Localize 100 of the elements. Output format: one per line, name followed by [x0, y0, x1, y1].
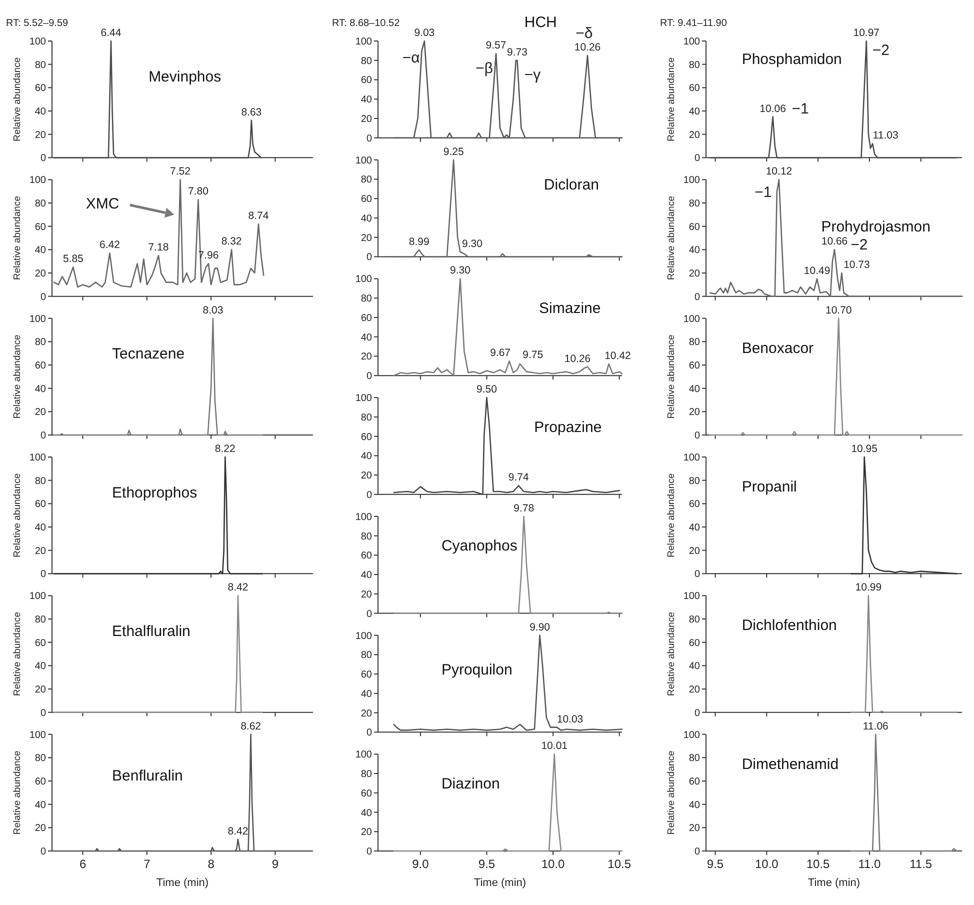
- y-tick-label: 20: [34, 268, 46, 280]
- text: Dicloran: [544, 176, 599, 194]
- y-tick-label: 80: [34, 476, 46, 487]
- x-tick-label: 11.0: [858, 857, 882, 871]
- text: Cyanophos: [441, 538, 518, 555]
- annotation: 9.30: [462, 238, 483, 250]
- text: Dichlofenthion: [742, 617, 837, 634]
- y-tick-label: 100: [683, 730, 700, 741]
- y-tick-label: 40: [688, 245, 700, 256]
- y-axis-title: Relative abundance: [12, 473, 23, 558]
- y-axis-title: Relative abundance: [12, 57, 23, 142]
- y-tick-label: 100: [355, 155, 372, 166]
- y-tick-label: 80: [360, 531, 372, 542]
- y-tick-label: 80: [34, 614, 46, 626]
- annotation: 9.30: [450, 264, 471, 277]
- y-tick-label: 100: [683, 591, 700, 602]
- y-tick-label: 60: [360, 312, 372, 324]
- annotation: 5.85: [62, 253, 84, 266]
- x-tick-label: 9: [272, 857, 279, 871]
- y-tick-label: 60: [688, 499, 700, 510]
- y-tick-label: 20: [360, 232, 372, 244]
- annotation: 9.25: [443, 146, 464, 158]
- annotation: 10.66: [821, 236, 848, 248]
- y-tick-label: 100: [29, 314, 46, 325]
- y-tick-label: 60: [688, 776, 700, 788]
- y-tick-label: 80: [688, 614, 700, 626]
- annotation: 9.03: [414, 27, 435, 39]
- annotation: 9.75: [522, 348, 544, 361]
- x-tick-label: 10.5: [608, 857, 632, 871]
- y-tick-label: 0: [694, 708, 700, 719]
- y-tick-label: 80: [360, 174, 372, 186]
- annotation: 8.74: [248, 210, 269, 222]
- text: XMC: [86, 195, 120, 212]
- y-tick-label: 100: [355, 36, 372, 48]
- y-tick-label: 40: [360, 332, 372, 344]
- y-tick-label: 20: [360, 352, 372, 363]
- annotation: 9.74: [508, 472, 529, 484]
- y-tick-label: 100: [683, 175, 700, 186]
- y-tick-label: 40: [34, 800, 46, 811]
- y-tick-label: 40: [360, 451, 372, 462]
- y-tick-label: 0: [366, 608, 372, 620]
- y-tick-label: 40: [34, 661, 46, 672]
- y-tick-label: 60: [34, 499, 46, 510]
- annotation: 10.03: [556, 713, 584, 726]
- annotation: 10.26: [564, 352, 591, 365]
- y-axis-title: Relative abundance: [12, 196, 23, 280]
- y-tick-label: 0: [40, 569, 46, 580]
- y-tick-label: 80: [360, 650, 372, 662]
- y-axis-title: Relative abundance: [12, 612, 23, 696]
- y-tick-label: 20: [34, 407, 46, 418]
- y-tick-label: 0: [694, 430, 700, 442]
- annotation: 9.50: [476, 384, 498, 396]
- y-tick-label: 60: [360, 432, 372, 443]
- text: Dimethenamid: [742, 756, 839, 773]
- y-tick-label: 20: [360, 589, 372, 600]
- y-tick-label: 20: [688, 407, 700, 418]
- x-tick-label: 8: [208, 857, 215, 871]
- y-tick-label: 0: [694, 846, 700, 858]
- y-tick-label: 60: [360, 788, 372, 800]
- annotation: 10.97: [853, 27, 880, 39]
- annotation: 9.67: [490, 347, 511, 360]
- annotation: 8.42: [228, 582, 248, 594]
- annotation: 10.49: [804, 264, 830, 277]
- y-tick-label: 40: [688, 661, 700, 672]
- annotation: 10.42: [604, 350, 632, 362]
- x-tick-label: 10.0: [754, 857, 779, 871]
- y-tick-label: 20: [688, 546, 700, 557]
- annotation: −γ: [524, 66, 542, 84]
- annotation: 10.73: [844, 259, 870, 271]
- x-tick-label: 7: [144, 857, 151, 871]
- y-tick-label: 80: [34, 60, 46, 71]
- x-tick-label: 9.5: [706, 857, 724, 871]
- y-tick-label: 40: [688, 106, 700, 118]
- x-tick-label: 9.0: [412, 857, 430, 871]
- y-tick-label: 40: [360, 688, 372, 700]
- y-tick-label: 80: [688, 60, 700, 71]
- y-tick-label: 80: [688, 476, 700, 487]
- y-axis-title: Relative abundance: [666, 750, 677, 835]
- y-tick-label: 100: [355, 750, 372, 761]
- x-axis-title: Time (min): [156, 877, 209, 889]
- y-tick-label: 100: [355, 393, 372, 404]
- annotation: −2: [850, 236, 868, 254]
- annotation: 10.01: [541, 740, 568, 752]
- y-tick-label: 20: [360, 827, 372, 838]
- y-tick-label: 20: [34, 130, 46, 141]
- y-tick-label: 60: [688, 638, 700, 649]
- y-axis-title: Relative abundance: [666, 57, 677, 142]
- y-tick-label: 20: [688, 130, 700, 141]
- y-axis-title: Relative abundance: [666, 334, 677, 419]
- y-axis-title: Relative abundance: [666, 473, 677, 558]
- y-tick-label: 100: [29, 36, 46, 48]
- annotation: 10.12: [766, 166, 792, 178]
- y-tick-label: 40: [34, 245, 46, 256]
- y-tick-label: 60: [360, 194, 372, 206]
- annotation: 7.52: [170, 166, 191, 178]
- annotation: −1: [754, 184, 772, 202]
- x-axis-title: Time (min): [808, 877, 860, 889]
- annotation: 8.62: [240, 720, 262, 732]
- y-tick-label: 100: [683, 314, 700, 325]
- annotation: 8.63: [241, 106, 262, 118]
